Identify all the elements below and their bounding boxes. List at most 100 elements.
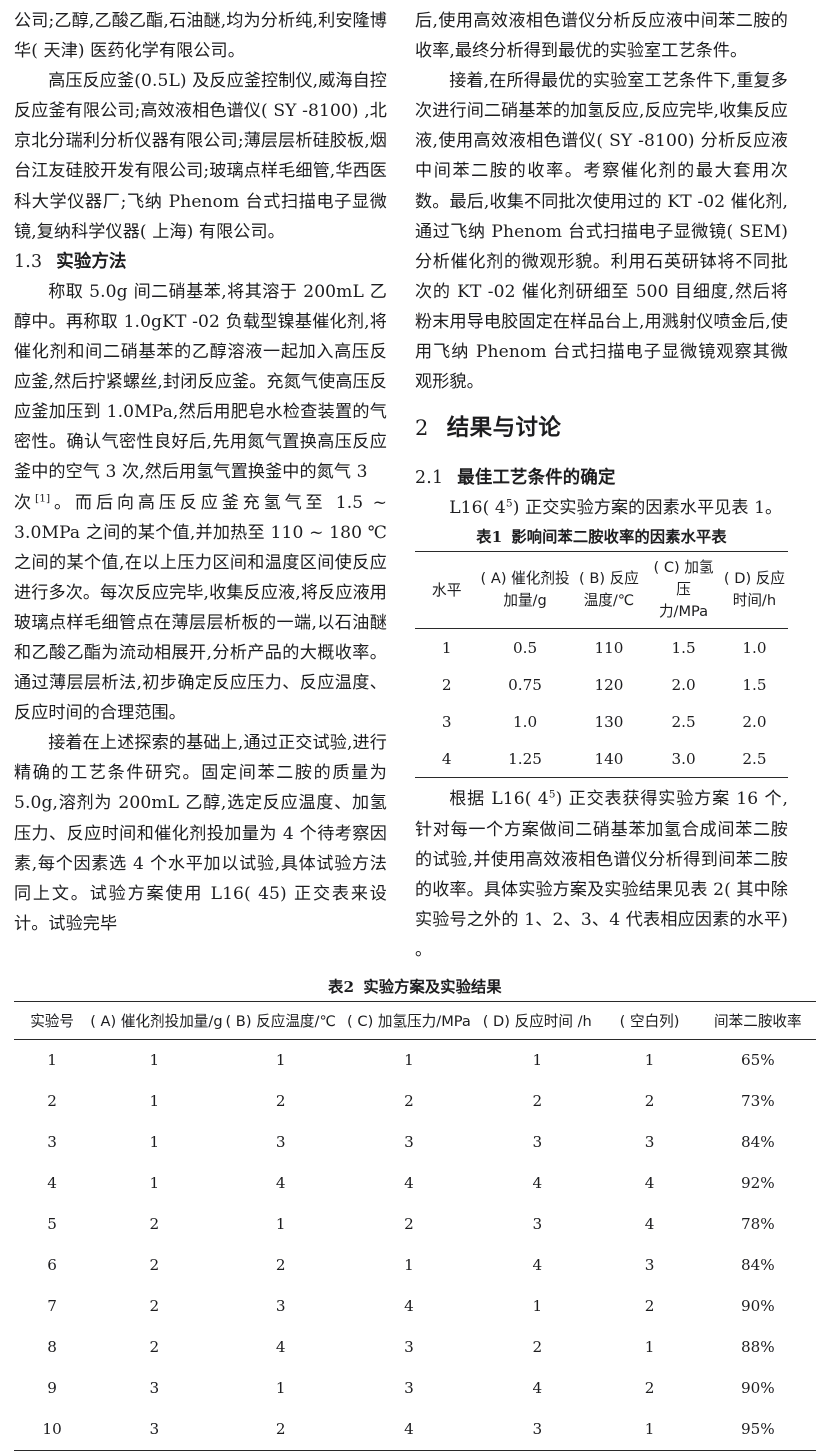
table-row: 5 2 1 2 3 4 78% — [14, 1204, 816, 1245]
table1-cell: 2.0 — [671, 675, 696, 694]
table2-cell: 4 — [404, 1174, 414, 1193]
table2-cell: 6 — [47, 1256, 57, 1275]
table2-cell: 3 — [90, 1408, 219, 1451]
table-row: 1 0.5 110 1.5 1.0 — [415, 629, 788, 667]
table1-cell: 1.0 — [742, 638, 767, 657]
table1-factor-levels: 水平 ( A) 催化剂投 加量/g ( B) 反应 温度/℃ ( C) 加氢压 — [415, 551, 788, 779]
table2-cell: 1 — [149, 1174, 160, 1193]
table1-cell: 4 — [415, 740, 479, 779]
table2-head: 实验号 ( A) 催化剂投加量/g ( B) 反应温度/℃ ( C) 加氢压力/… — [14, 1000, 816, 1040]
table2-block: 表2 实验方案及实验结果 实验号 ( A) 催化剂投加量/g ( B) 反应温度/… — [0, 975, 830, 1451]
table1-cell: 140 — [571, 740, 647, 779]
table2-cell: 3 — [47, 1133, 57, 1152]
table1-col-temperature: ( B) 反应 温度/℃ — [571, 551, 647, 630]
table2-cell: 2 — [149, 1338, 160, 1357]
table2-col-experiment-no: 实验号 — [14, 1000, 91, 1040]
table2-cell: 4 — [532, 1256, 543, 1275]
table2-cell: 1 — [532, 1297, 543, 1316]
table-row: 1 1 1 1 1 1 65% — [14, 1039, 816, 1081]
table2-cell: 4 — [644, 1174, 655, 1193]
table2-cell: 2 — [149, 1215, 160, 1234]
table2-cell: 4 — [404, 1297, 414, 1316]
table2-cell: 3 — [149, 1379, 160, 1398]
table2-cell: 2 — [47, 1092, 57, 1111]
table2-cell: 3 — [275, 1133, 286, 1152]
table2-cell: 3 — [275, 1297, 286, 1316]
table-row: 9 3 1 3 4 2 90% — [14, 1368, 816, 1409]
table1-cell: 1.0 — [512, 712, 538, 731]
table2-cell: 2 — [404, 1092, 414, 1111]
table1-cell: 2.0 — [742, 712, 767, 731]
table1-cell: 2.5 — [671, 712, 696, 731]
heading-2-1: 2.1 最佳工艺条件的确定 — [415, 463, 788, 493]
table-row: 6 2 2 1 4 3 84% — [14, 1245, 816, 1286]
table1-head: 水平 ( A) 催化剂投 加量/g ( B) 反应 温度/℃ ( C) 加氢压 — [415, 551, 788, 630]
table2-cell: 3 — [475, 1408, 600, 1451]
table1-cell: 3.0 — [646, 740, 721, 779]
table-row: 8 2 4 3 2 1 88% — [14, 1327, 816, 1368]
table2-cell: 4 — [275, 1174, 286, 1193]
table2-cell: 1 — [275, 1215, 286, 1234]
table2-cell: 2 — [149, 1297, 160, 1316]
table2-cell-yield: 84% — [740, 1256, 775, 1275]
table1-header-row: 水平 ( A) 催化剂投 加量/g ( B) 反应 温度/℃ ( C) 加氢压 — [415, 551, 788, 630]
table2-cell: 2 — [218, 1408, 343, 1451]
table2-cell: 1 — [149, 1051, 160, 1070]
table-row: 10 3 2 4 3 1 95% — [14, 1408, 816, 1451]
table1-cell: 3 — [441, 712, 452, 731]
table2-cell: 1 — [149, 1133, 160, 1152]
table1-cell: 0.75 — [508, 675, 542, 694]
table2-cell: 3 — [644, 1133, 655, 1152]
heading-1-3-number: 1.3 — [14, 251, 43, 272]
table2-col-time: ( D) 反应时间 /h — [475, 1000, 600, 1040]
heading-1-3-title: 实验方法 — [56, 251, 127, 272]
table2-col-blank: ( 空白列) — [599, 1000, 700, 1040]
table1-cell: 1.5 — [742, 675, 767, 694]
table-row: 3 1 3 3 3 3 84% — [14, 1122, 816, 1163]
table2-col-pressure: ( C) 加氢压力/MPa — [342, 1000, 476, 1040]
table2-cell: 4 — [275, 1338, 286, 1357]
paragraph-orthogonal-design: 接着在上述探索的基础上,通过正交试验,进行精确的工艺条件研究。固定间苯二胺的质量… — [14, 733, 387, 934]
table2-cell: 1 — [532, 1051, 543, 1070]
paragraph-materials-continued: 公司;乙醇,乙酸乙酯,石油醚,均为分析纯,利安隆博华( 天津) 医药化学有限公司… — [14, 11, 387, 62]
table-row: 3 1.0 130 2.5 2.0 — [415, 703, 788, 740]
table1-cell: 2.5 — [720, 740, 788, 779]
heading-2-1-number: 2.1 — [415, 468, 444, 489]
table2-cell: 1 — [149, 1092, 160, 1111]
paragraph-after-table1: 根据 L16( 45) 正交表获得实验方案 16 个,针对每一个方案做间二硝基苯… — [415, 784, 788, 965]
table2-cell: 1 — [275, 1051, 286, 1070]
table2-cell: 1 — [404, 1051, 414, 1070]
heading-1-3: 1.3 实验方法 — [14, 247, 387, 277]
table-row: 4 1.25 140 3.0 2.5 — [415, 740, 788, 779]
table1-col-catalyst-dose: ( A) 催化剂投 加量/g — [478, 551, 572, 630]
table2-cell-yield: 73% — [740, 1092, 775, 1111]
table2-cell: 1 — [644, 1338, 655, 1357]
table2-cell: 4 — [47, 1174, 57, 1193]
table2-cell: 3 — [532, 1215, 543, 1234]
table2-cell-yield: 84% — [740, 1133, 775, 1152]
table2-cell-yield: 78% — [740, 1215, 775, 1234]
table2-header-row: 实验号 ( A) 催化剂投加量/g ( B) 反应温度/℃ ( C) 加氢压力/… — [14, 1000, 816, 1040]
table2-cell: 3 — [644, 1256, 655, 1275]
table1-col-time: ( D) 反应 时间/h — [720, 551, 788, 630]
table2-col-yield: 间苯二胺收率 — [699, 1000, 816, 1040]
paragraph-instruments: 高压反应釜(0.5L) 及反应釜控制仪,威海自控反应釜有限公司;高效液相色谱仪(… — [14, 71, 387, 242]
table2-cell: 3 — [404, 1338, 414, 1357]
table2-cell: 4 — [532, 1379, 543, 1398]
table2-cell: 2 — [644, 1379, 655, 1398]
table2-cell-yield: 88% — [740, 1338, 775, 1357]
table2-cell: 2 — [404, 1215, 414, 1234]
exponent-5: 5 — [505, 497, 513, 510]
left-column: 公司;乙醇,乙酸乙酯,石油醚,均为分析纯,利安隆博华( 天津) 医药化学有限公司… — [14, 6, 401, 965]
document-page: 公司;乙醇,乙酸乙酯,石油醚,均为分析纯,利安隆博华( 天津) 医药化学有限公司… — [14, 6, 816, 1451]
table-row: 4 1 4 4 4 4 92% — [14, 1163, 816, 1204]
table2-cell-yield: 90% — [740, 1379, 775, 1398]
table2-cell-yield: 65% — [740, 1051, 775, 1070]
table1-cell: 120 — [594, 675, 624, 694]
heading-section-2-number: 2 — [415, 416, 429, 441]
paragraph-after-table1-pre: 根据 L16( 4 — [449, 789, 549, 810]
heading-section-2: 2 结果与讨论 — [415, 413, 788, 443]
paragraph-catalyst-reuse: 接着,在所得最优的实验室工艺条件下,重复多次进行间二硝基苯的加氢反应,反应完毕,… — [415, 71, 788, 393]
table2-cell: 9 — [47, 1379, 57, 1398]
table2-cell: 1 — [644, 1051, 655, 1070]
